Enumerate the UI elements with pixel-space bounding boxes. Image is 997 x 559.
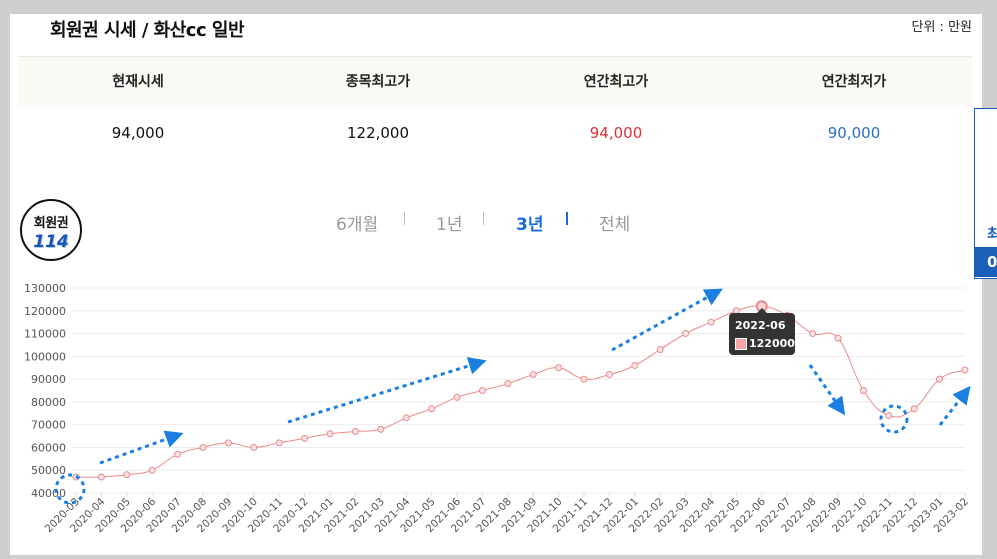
y-tick-label: 60000 — [31, 441, 66, 454]
tab-separator — [483, 212, 484, 225]
data-point[interactable] — [453, 393, 461, 401]
y-tick-label: 120000 — [24, 305, 66, 318]
data-point[interactable] — [885, 412, 893, 420]
trend-arrow-up — [938, 385, 971, 426]
value-annual-high: 94,000 — [589, 124, 643, 142]
low-point-circle — [879, 404, 909, 434]
data-point[interactable] — [428, 405, 436, 413]
data-point[interactable] — [351, 428, 359, 435]
chart-tooltip: 2022-06 122000 — [729, 308, 795, 355]
tab-6-months[interactable]: 6개월 — [336, 215, 379, 235]
y-axis-ticks: 4000050000600007000080000900001000001100… — [24, 282, 66, 500]
start-point-circle — [54, 473, 86, 505]
data-point[interactable] — [326, 430, 334, 438]
y-tick-label: 90000 — [31, 373, 66, 386]
side-widget-bar: 0 — [975, 247, 997, 277]
data-point[interactable] — [224, 439, 232, 447]
y-tick-label: 130000 — [24, 282, 66, 295]
data-point[interactable] — [199, 443, 207, 451]
data-point[interactable] — [301, 434, 309, 442]
data-point[interactable] — [377, 425, 385, 433]
value-all-time-high: 122,000 — [346, 124, 410, 142]
y-tick-label: 100000 — [24, 350, 66, 363]
label-annual-high: 연간최고가 — [583, 74, 649, 90]
y-tick-label: 80000 — [31, 396, 66, 409]
data-point[interactable] — [910, 405, 918, 413]
data-point[interactable] — [936, 375, 944, 383]
tooltip-swatch — [735, 338, 747, 350]
y-tick-label: 110000 — [24, 328, 66, 341]
x-axis-ticks: 2020-032020-042020-052020-062020-072020-… — [43, 493, 971, 535]
label-all-time-high: 종목최고가 — [345, 74, 411, 90]
tab-all[interactable]: 전체 — [599, 215, 631, 235]
logo-text: 회원권 — [33, 216, 69, 231]
data-point[interactable] — [809, 330, 817, 338]
unit-label: 단위 : 만원 — [911, 20, 973, 35]
data-point[interactable] — [834, 334, 842, 342]
data-point[interactable] — [707, 318, 715, 326]
data-point[interactable] — [682, 330, 690, 338]
label-current-price: 현재시세 — [112, 74, 164, 90]
data-point[interactable] — [504, 380, 512, 388]
trend-arrow-up — [99, 430, 184, 465]
tab-separator-active — [566, 212, 568, 225]
side-widget-text: 최 — [987, 225, 997, 243]
trend-arrow-up — [611, 288, 723, 352]
data-point[interactable] — [555, 364, 563, 372]
data-point[interactable] — [631, 361, 639, 369]
data-point[interactable] — [174, 450, 182, 458]
tab-1-year[interactable]: 1년 — [436, 215, 463, 235]
side-widget[interactable]: 최 0 — [974, 108, 997, 279]
data-point[interactable] — [580, 375, 588, 383]
logo-number: 114 — [33, 232, 69, 252]
data-point[interactable] — [402, 414, 410, 422]
price-series-points — [72, 300, 969, 481]
price-series-line — [75, 305, 966, 478]
data-point[interactable] — [123, 471, 131, 479]
membership114-logo: 회원권 114 — [20, 199, 82, 261]
trend-annotations — [54, 288, 971, 505]
data-point[interactable] — [275, 439, 283, 447]
tooltip-date: 2022-06 — [735, 319, 786, 332]
tooltip-pointer — [757, 308, 767, 313]
data-point[interactable] — [250, 443, 258, 451]
page-title: 회원권 시세 / 화산cc 일반 — [50, 20, 245, 41]
data-point[interactable] — [961, 366, 969, 374]
tab-separator — [404, 212, 405, 225]
data-point[interactable] — [478, 387, 486, 394]
data-point[interactable] — [97, 473, 105, 481]
data-point[interactable] — [148, 466, 156, 474]
data-point[interactable] — [605, 371, 613, 379]
tooltip-value: 122000 — [749, 337, 795, 350]
price-summary-table: 현재시세 종목최고가 연간최고가 연간최저가 94,000 122,000 94… — [18, 56, 972, 152]
data-point[interactable] — [529, 371, 537, 379]
market-price-panel: 회원권 시세 / 화산cc 일반 단위 : 만원 현재시세 종목최고가 연간최고… — [10, 14, 982, 555]
tab-3-years[interactable]: 3년 — [516, 215, 544, 235]
trend-arrow-down — [808, 364, 846, 416]
trend-arrow-up — [287, 357, 487, 424]
value-annual-low: 90,000 — [827, 124, 881, 142]
value-current-price: 94,000 — [111, 124, 165, 142]
chart-grid — [72, 287, 965, 494]
y-tick-label: 50000 — [31, 464, 66, 477]
summary-header-row — [18, 56, 972, 107]
data-point[interactable] — [859, 387, 867, 394]
y-tick-label: 70000 — [31, 419, 66, 432]
label-annual-low: 연간최저가 — [821, 74, 887, 90]
data-point[interactable] — [656, 346, 664, 353]
